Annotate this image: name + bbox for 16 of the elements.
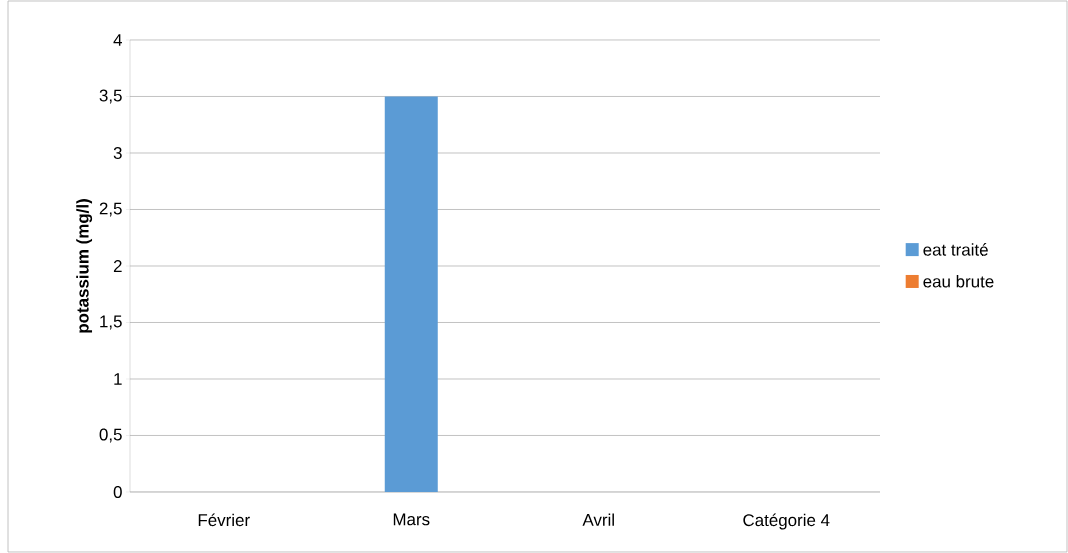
y-tick-label: 3 (113, 146, 122, 159)
y-tick-label: 2,5 (99, 202, 122, 217)
x-tick-label: Mars (393, 513, 430, 526)
x-tick-label: Avril (582, 513, 614, 526)
y-tick-label: 3,5 (99, 89, 122, 104)
y-axis-title: potassium (mg/l) (76, 199, 93, 333)
y-tick-label: 4 (113, 34, 122, 46)
legend-label: eat traité (923, 243, 988, 256)
y-tick-label: 0,5 (99, 428, 122, 443)
y-tick-label: 0 (113, 485, 122, 498)
x-tick-label: Février (198, 513, 250, 527)
x-tick-label: Catégorie 4 (743, 513, 830, 530)
legend-label: eau brute (923, 275, 994, 288)
y-tick-label: 2 (113, 260, 122, 272)
y-tick-label: 1,5 (100, 315, 122, 330)
y-tick-label: 1 (114, 373, 122, 385)
